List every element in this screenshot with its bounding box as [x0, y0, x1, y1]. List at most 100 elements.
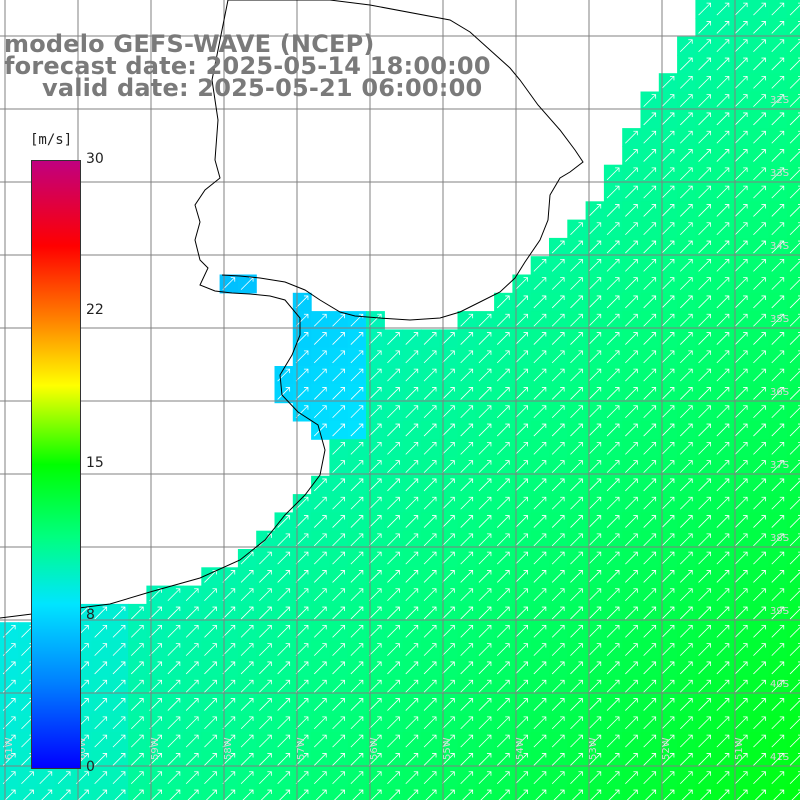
wind-speed-cell: [695, 585, 715, 605]
wind-arrow-head: [285, 734, 291, 740]
wind-arrow: [313, 313, 327, 327]
wind-arrow: [643, 643, 656, 656]
wind-speed-cell: [109, 768, 129, 788]
wind-arrow: [698, 204, 711, 217]
wind-arrow-head: [230, 716, 236, 721]
wind-arrow: [679, 387, 693, 400]
wind-speed-cell: [146, 640, 166, 660]
wind-arrow: [423, 496, 437, 510]
wind-arrow: [753, 570, 766, 583]
wind-arrow-head: [523, 277, 528, 282]
wind-speed-cell: [603, 457, 623, 477]
wind-speed-cell: [366, 329, 385, 349]
wind-arrow: [423, 350, 437, 364]
wind-arrow-head: [377, 551, 382, 557]
wind-arrow-head: [377, 368, 382, 374]
wind-arrow: [551, 313, 565, 327]
wind-arrow-head: [706, 441, 711, 447]
wind-arrow-head: [267, 789, 272, 795]
wind-arrow: [350, 588, 364, 602]
wind-arrow: [368, 716, 382, 730]
wind-speed-cell: [457, 439, 477, 459]
wind-arrow: [94, 625, 107, 638]
wind-speed-cell: [530, 549, 550, 568]
wind-speed-cell: [109, 695, 129, 715]
wind-arrow-head: [651, 204, 657, 209]
wind-speed-cell: [347, 384, 367, 404]
wind-arrow: [478, 460, 492, 473]
wind-speed-cell: [549, 768, 568, 788]
wind-speed-cell: [164, 750, 184, 770]
wind-arrow-head: [743, 588, 748, 593]
wind-arrow: [625, 332, 638, 345]
wind-speed-cell: [750, 109, 770, 129]
wind-speed-cell: [603, 713, 623, 733]
wind-arrow: [405, 588, 419, 602]
wind-arrow: [368, 606, 382, 620]
wind-arrow-head: [505, 588, 510, 593]
wind-arrow-head: [139, 661, 144, 666]
wind-arrow: [734, 515, 748, 528]
wind-speed-cell: [549, 329, 568, 349]
wind-speed-cell: [475, 329, 495, 349]
wind-speed-cell: [494, 585, 513, 605]
wind-speed-cell: [622, 201, 642, 221]
wind-arrow: [698, 679, 711, 693]
wind-speed-cell: [768, 622, 788, 642]
wind-speed-cell: [786, 713, 800, 733]
wind-arrow: [661, 698, 675, 711]
wind-arrow: [716, 94, 730, 107]
wind-arrow-head: [798, 277, 800, 279]
wind-arrow: [679, 295, 693, 309]
wind-arrow: [789, 645, 800, 656]
wind-arrow: [679, 551, 693, 565]
wind-arrow: [734, 368, 748, 382]
wind-speed-cell: [603, 494, 623, 513]
wind-arrow: [368, 533, 382, 547]
wind-arrow: [442, 332, 455, 345]
wind-arrow: [791, 791, 800, 800]
wind-speed-cell: [585, 439, 605, 459]
wind-speed-cell: [329, 695, 349, 715]
wind-arrow-head: [706, 112, 711, 117]
wind-arrow: [773, 789, 785, 800]
wind-arrow: [789, 260, 800, 272]
wind-arrow: [460, 588, 473, 602]
wind-speed-cell: [750, 530, 770, 550]
wind-speed-cell: [640, 567, 660, 587]
wind-arrow-head: [688, 698, 693, 703]
wind-speed-cell: [91, 786, 111, 800]
wind-arrow: [753, 606, 766, 620]
wind-arrow: [643, 570, 656, 583]
wind-speed-cell: [658, 750, 678, 770]
wind-arrow-head: [633, 258, 638, 264]
wind-arrow-head: [706, 185, 711, 191]
wind-speed-cell: [786, 439, 800, 459]
wind-arrow: [350, 625, 364, 638]
wind-arrow: [625, 753, 638, 766]
wind-arrow-head: [743, 478, 748, 483]
latitude-label: 35S: [770, 314, 789, 325]
wind-arrow-head: [541, 698, 547, 703]
wind-speed-cell: [695, 384, 715, 404]
wind-arrow-head: [468, 661, 474, 666]
wind-speed-cell: [512, 457, 532, 477]
wind-arrow: [570, 478, 583, 492]
wind-speed-cell: [384, 640, 404, 660]
wind-arrow-head: [468, 771, 474, 776]
wind-arrow-head: [706, 551, 711, 557]
wind-arrow-head: [706, 588, 711, 593]
wind-arrow: [753, 625, 766, 638]
wind-arrow: [423, 698, 437, 711]
wind-arrow-head: [724, 277, 730, 282]
wind-arrow: [588, 332, 602, 345]
wind-arrow: [661, 332, 675, 345]
wind-speed-cell: [128, 732, 147, 751]
wind-arrow-head: [560, 734, 565, 740]
wind-arrow: [533, 734, 547, 748]
wind-arrow: [643, 753, 656, 766]
wind-speed-cell: [329, 366, 349, 385]
wind-arrow-head: [761, 588, 766, 593]
wind-speed-cell: [567, 658, 587, 678]
wind-speed-cell: [384, 494, 404, 513]
